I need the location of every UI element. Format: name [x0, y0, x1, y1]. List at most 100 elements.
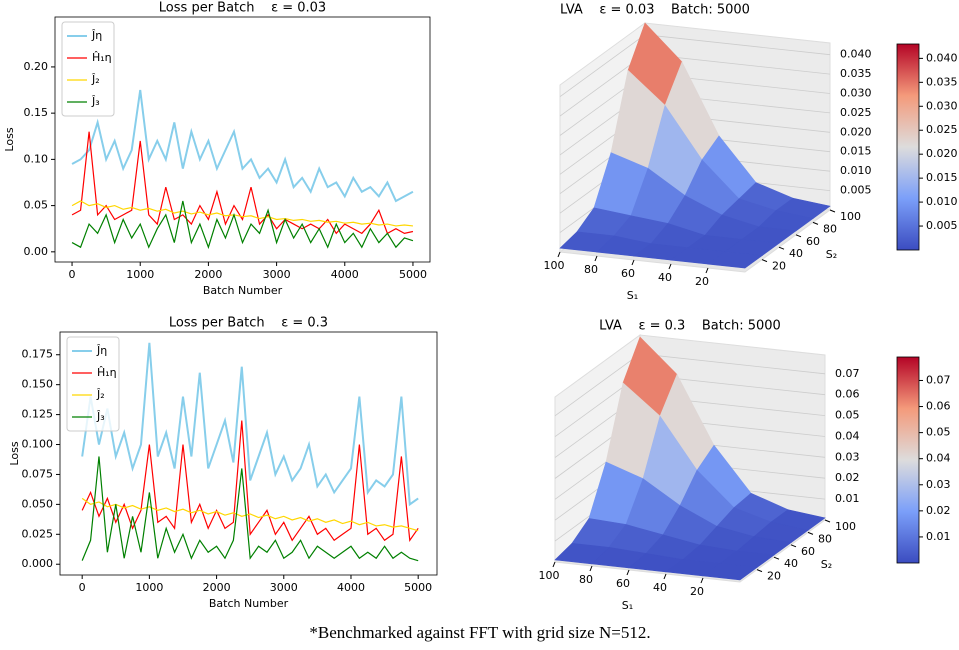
y-tick — [824, 519, 831, 523]
x-tick-label: 1000 — [126, 268, 154, 281]
x-tick-label: 4000 — [337, 581, 365, 594]
y-tick-label: 0.000 — [22, 557, 54, 570]
y-tick-label: 0.20 — [24, 60, 49, 73]
y-tick-label: 100 — [835, 520, 856, 533]
x-tick — [700, 577, 704, 584]
y-tick-label: 20 — [767, 570, 781, 583]
colorbar-tick-label: 0.05 — [926, 426, 951, 439]
colorbar-tick-label: 0.03 — [926, 478, 951, 491]
legend-box — [61, 21, 115, 117]
x-tick-label: 3000 — [263, 268, 291, 281]
z-tick-label: 0.04 — [835, 429, 860, 442]
y-tick — [773, 556, 780, 560]
x-tick-label: 100 — [544, 259, 565, 272]
x-tick — [631, 259, 635, 266]
z-tick-label: 0.025 — [840, 106, 872, 119]
y-axis-label: Loss — [3, 127, 16, 151]
x-tick-label: 2000 — [194, 268, 222, 281]
x-tick-label: 0 — [79, 581, 86, 594]
z-tick-label: 0.05 — [835, 409, 860, 422]
x-tick — [626, 569, 630, 576]
y-tick — [756, 569, 763, 573]
y-axis-label: S₂ — [821, 558, 832, 571]
colorbar-tick-label: 0.07 — [926, 373, 951, 386]
z-tick-label: 0.010 — [840, 164, 872, 177]
chart-title: Loss per Batch ε = 0.3 — [169, 316, 328, 331]
y-axis-label: Loss — [8, 441, 21, 465]
x-tick — [552, 561, 556, 568]
z-tick-label: 0.01 — [835, 492, 860, 505]
x-tick — [589, 565, 593, 572]
y-tick — [812, 221, 819, 225]
y-tick-label: 60 — [801, 545, 815, 558]
z-tick-label: 0.06 — [835, 388, 860, 401]
x-tick-label: 2000 — [203, 581, 231, 594]
y-tick-label: 0.100 — [22, 438, 54, 451]
chart-title: LVA ε = 0.3 Batch: 5000 — [599, 319, 781, 334]
z-tick-label: 0.040 — [840, 48, 872, 61]
surface-patch — [707, 251, 763, 269]
legend-label: Ĵη — [96, 344, 107, 357]
y-tick — [761, 259, 768, 263]
colorbar-tick-label: 0.04 — [926, 452, 951, 465]
x-tick-label: 5000 — [399, 268, 427, 281]
x-tick-label: 20 — [690, 585, 704, 598]
legend-label: Ĵ₂ — [96, 388, 105, 401]
legend-label: Ĵη — [91, 29, 102, 42]
legend-label: Ĥ₁η — [92, 51, 112, 64]
y-tick-label: 40 — [784, 557, 798, 570]
y-tick — [778, 246, 785, 250]
series-line — [71, 200, 414, 227]
x-tick — [594, 255, 598, 262]
x-tick-label: 3000 — [270, 581, 298, 594]
y-tick — [829, 209, 836, 213]
z-tick-label: 0.02 — [835, 471, 860, 484]
y-axis-label: S₂ — [826, 248, 837, 261]
z-tick-label: 0.020 — [840, 125, 872, 138]
x-axis-label: Batch Number — [203, 284, 283, 297]
y-tick — [807, 531, 814, 535]
z-tick-label: 0.07 — [835, 367, 860, 380]
y-tick-label: 0.15 — [24, 106, 49, 119]
x-tick — [663, 573, 667, 580]
plot-frame — [59, 331, 438, 576]
x-axis-label: S₁ — [622, 599, 633, 612]
x-tick-label: 0 — [69, 268, 76, 281]
chart-title: Loss per Batch ε = 0.03 — [159, 1, 326, 16]
series-line — [81, 420, 419, 542]
x-tick-label: 5000 — [404, 581, 432, 594]
y-tick-label: 40 — [789, 247, 803, 260]
y-tick — [795, 234, 802, 238]
colorbar-tick-label: 0.035 — [926, 75, 958, 88]
y-tick-label: 0.00 — [24, 245, 49, 258]
x-tick — [705, 267, 709, 274]
colorbar-tick-label: 0.005 — [926, 219, 958, 232]
x-tick-label: 60 — [621, 267, 635, 280]
legend-label: Ĵ₃ — [96, 410, 105, 423]
y-tick-label: 0.050 — [22, 497, 54, 510]
colorbar-tick-label: 0.025 — [926, 123, 958, 136]
x-tick — [557, 251, 561, 258]
plot-frame — [54, 16, 431, 263]
series-line — [81, 497, 419, 532]
colorbar-tick-label: 0.040 — [926, 51, 958, 64]
colorbar-tick-label: 0.06 — [926, 400, 951, 413]
y-tick-label: 0.075 — [22, 467, 54, 480]
caption: *Benchmarked against FFT with grid size … — [309, 623, 650, 642]
series-line — [81, 342, 419, 507]
colorbar-tick-label: 0.010 — [926, 195, 958, 208]
x-axis-label: Batch Number — [209, 597, 289, 610]
colorbar-tick-label: 0.030 — [926, 99, 958, 112]
colorbar-tick-label: 0.01 — [926, 530, 951, 543]
z-tick-label: 0.035 — [840, 67, 872, 80]
series-line — [71, 89, 414, 203]
x-tick-label: 60 — [616, 577, 630, 590]
colorbar-tick-label: 0.015 — [926, 171, 958, 184]
y-tick-label: 100 — [840, 210, 861, 223]
y-tick-label: 0.10 — [24, 152, 49, 165]
x-tick-label: 4000 — [331, 268, 359, 281]
y-tick-label: 0.125 — [22, 408, 54, 421]
series-line — [71, 131, 414, 235]
